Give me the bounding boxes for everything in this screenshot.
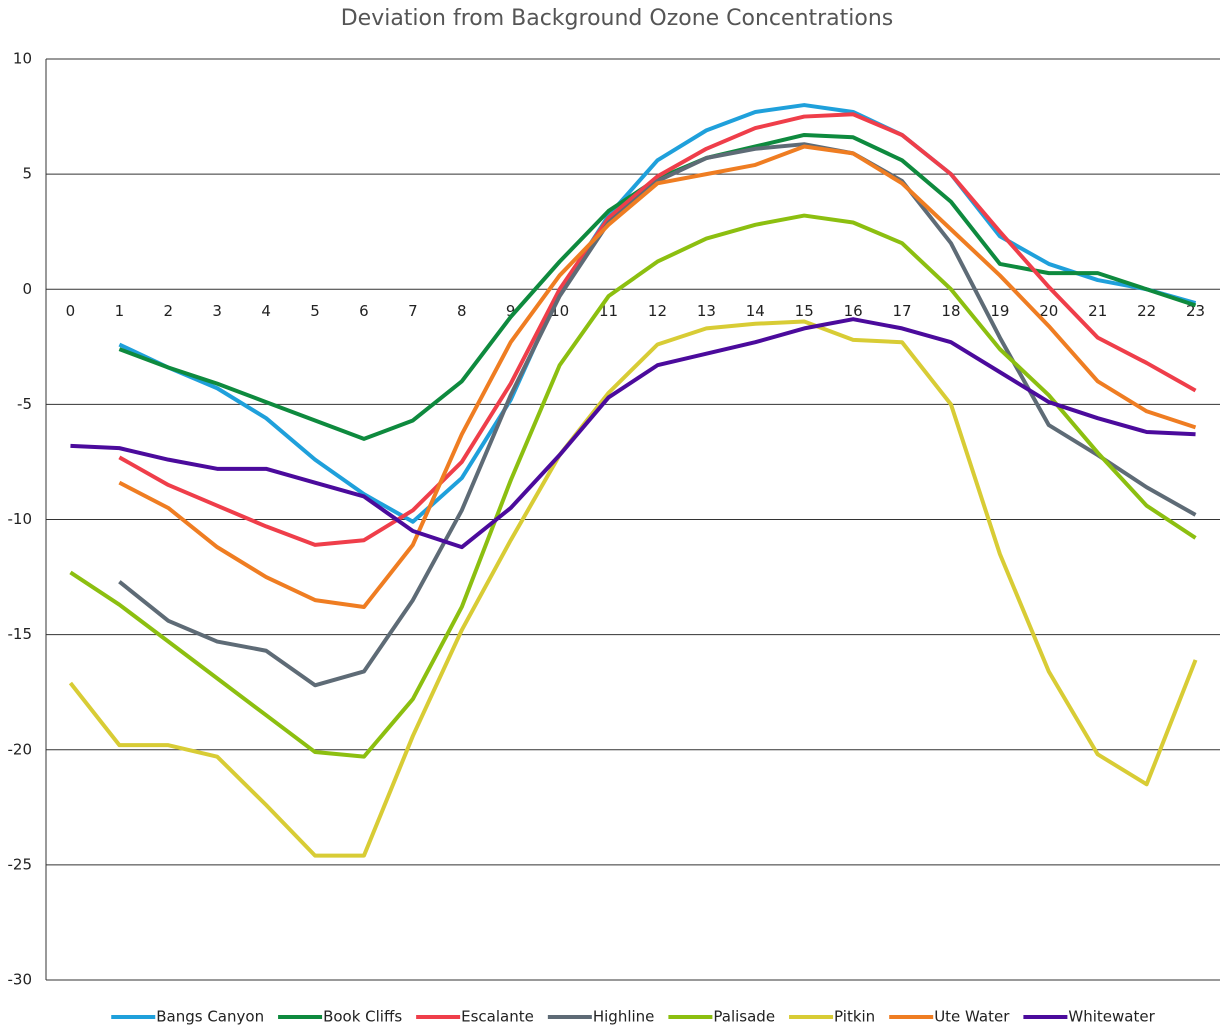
series-line — [118, 112, 1197, 547]
y-tick-label: 0 — [22, 280, 32, 298]
legend-label: Escalante — [461, 1008, 534, 1026]
series-line — [118, 144, 1197, 609]
x-tick-label: 14 — [746, 302, 765, 320]
y-tick-label: -20 — [8, 740, 33, 758]
x-tick-label: 20 — [1039, 302, 1058, 320]
legend-label: Bangs Canyon — [156, 1008, 264, 1026]
x-tick-label: 19 — [990, 302, 1009, 320]
x-tick-label: 23 — [1186, 302, 1205, 320]
x-tick-label: 2 — [164, 302, 174, 320]
x-tick-label: 8 — [457, 302, 467, 320]
chart-title: Deviation from Background Ozone Concentr… — [341, 6, 894, 31]
x-tick-label: 5 — [310, 302, 320, 320]
x-tick-label: 21 — [1088, 302, 1107, 320]
legend-label: Ute Water — [934, 1008, 1010, 1026]
x-tick-label: 3 — [212, 302, 222, 320]
legend-label: Highline — [593, 1008, 655, 1026]
legend-label: Whitewater — [1068, 1008, 1155, 1026]
x-tick-label: 17 — [892, 302, 911, 320]
legend: Bangs Canyon Book Cliffs Escalante Highline… — [111, 1008, 1156, 1026]
y-tick-label: -25 — [8, 855, 33, 873]
x-tick-label: 1 — [115, 302, 125, 320]
x-tick-label: 22 — [1137, 302, 1156, 320]
x-tick-label: 4 — [261, 302, 271, 320]
series-line — [70, 317, 1196, 550]
y-tick-label: -15 — [8, 625, 33, 643]
x-tick-label: 15 — [795, 302, 814, 320]
y-tick-label: -5 — [17, 395, 32, 413]
x-tick-label: 12 — [648, 302, 667, 320]
y-tick-label: -30 — [8, 971, 33, 989]
x-tick-label: 6 — [359, 302, 369, 320]
x-tick-label: 9 — [506, 302, 516, 320]
x-tick-label: 0 — [66, 302, 76, 320]
y-tick-label: 10 — [13, 50, 32, 68]
x-tick-label: 18 — [941, 302, 960, 320]
series-line — [68, 319, 1198, 858]
series-line — [69, 213, 1197, 759]
series-line — [118, 103, 1197, 524]
legend-label: Pitkin — [834, 1008, 875, 1026]
y-tick-label: 5 — [22, 165, 32, 183]
y-tick-label: -10 — [8, 510, 33, 528]
legend-label: Palisade — [713, 1008, 775, 1026]
x-tick-label: 16 — [844, 302, 863, 320]
legend-label: Book Cliffs — [323, 1008, 402, 1026]
series-line — [118, 142, 1197, 688]
x-tick-label: 13 — [697, 302, 716, 320]
x-tick-label: 7 — [408, 302, 418, 320]
